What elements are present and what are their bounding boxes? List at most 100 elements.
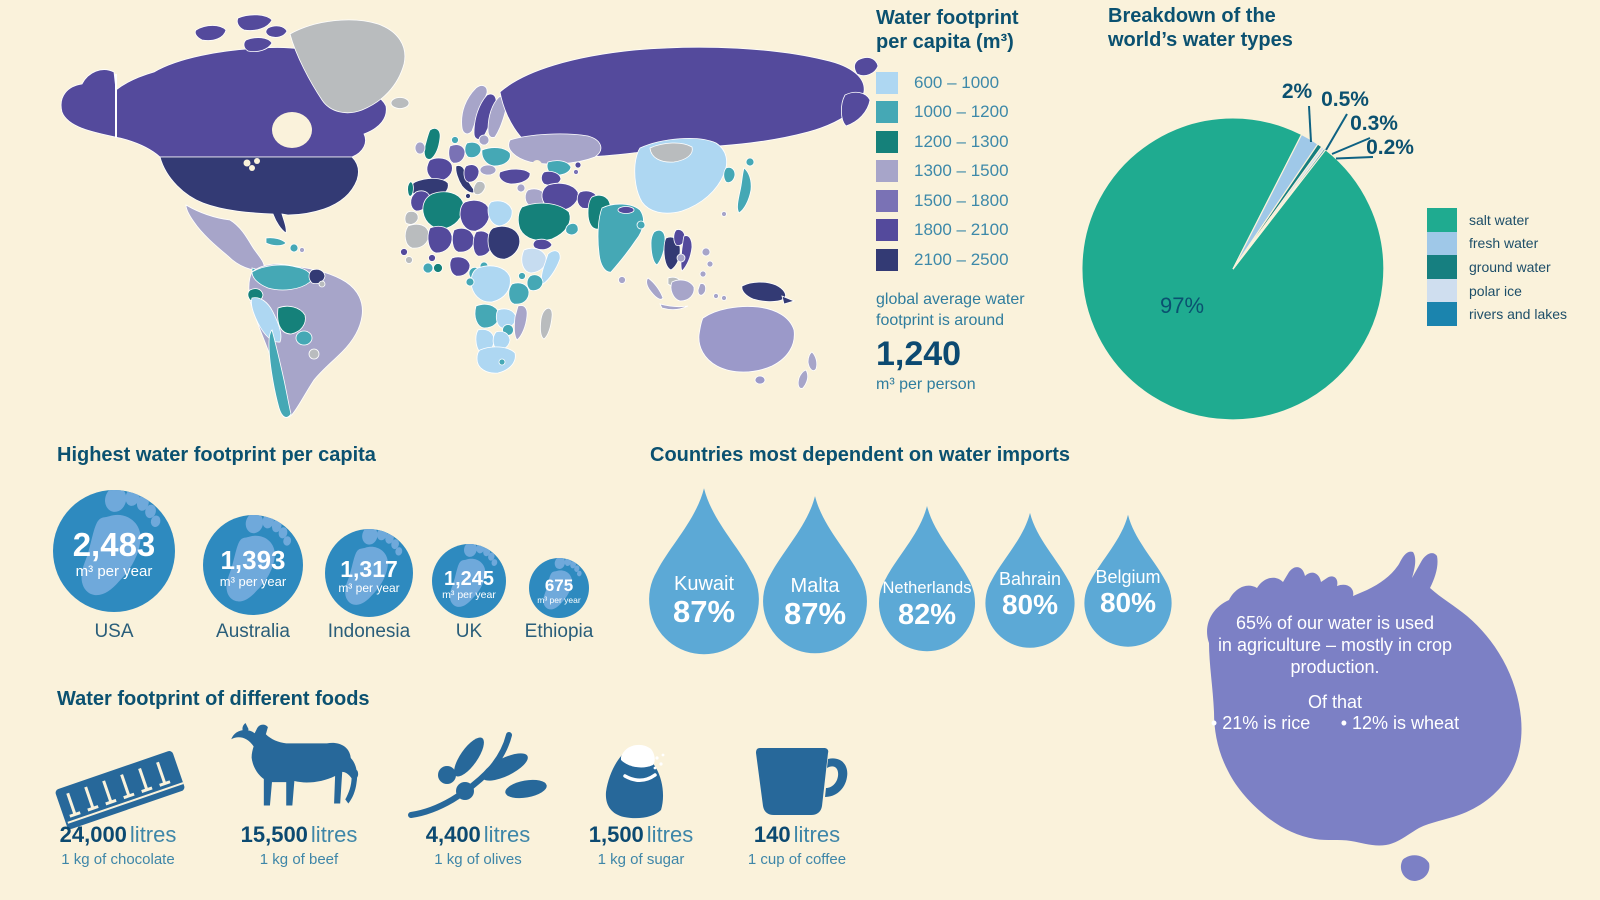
drop-country-label: Bahrain — [999, 569, 1061, 589]
food-value: 140 — [753, 822, 791, 847]
olive-branch-icon — [408, 732, 547, 818]
pie-callout-ground-water: 0.5% — [1321, 88, 1369, 111]
footprint-unit: m³ per year — [442, 589, 496, 601]
legend-item-label: 2100 – 2500 — [914, 249, 1009, 269]
footprint-unit: m³ per year — [76, 563, 153, 580]
pie-callout-rivers-and-lakes: 0.2% — [1366, 136, 1414, 159]
pie-legend-label: ground water — [1469, 258, 1551, 275]
australia-bullet-rice: • 21% is rice — [1210, 713, 1311, 733]
legend-swatch — [876, 71, 898, 94]
legend-item: 1800 – 2100 — [876, 216, 1116, 246]
australia-map — [1207, 551, 1522, 881]
coffee-mug-icon — [756, 748, 848, 815]
pie-legend-label: salt water — [1469, 211, 1529, 228]
footprint-circle-uk: 1,245 m³ per year — [432, 544, 506, 618]
pie-legend-item: ground water — [1427, 255, 1567, 279]
food-value-line: 1,500 litres — [551, 822, 731, 848]
legend-item-label: 1800 – 2100 — [914, 220, 1009, 240]
pie-callout-lines — [1308, 105, 1374, 160]
water-drop-kuwait — [649, 488, 759, 655]
global-average-note-line2: footprint is around — [876, 311, 1005, 329]
pie-legend-item: polar ice — [1427, 278, 1567, 303]
australia-note-line4: Of that — [1307, 692, 1363, 712]
footprints-section-title: Highest water footprint per capita — [57, 444, 376, 466]
food-value-line: 24,000 litres — [28, 822, 208, 848]
water-drops: Kuwait 87% Malta 87% Netherlands 82% Bah… — [649, 488, 1172, 655]
pie-legend-swatch — [1427, 255, 1457, 279]
drop-value: 80% — [1100, 587, 1156, 618]
legend-item: 1300 – 1500 — [876, 157, 1116, 187]
food-value-line: 140 litres — [707, 822, 887, 848]
legend-item: 2100 – 2500 — [876, 245, 1116, 275]
australia-note-line1: 65% of our water is used — [1235, 613, 1435, 633]
footprint-value: 1,393 — [220, 545, 285, 575]
drop-country-label: Kuwait — [674, 573, 734, 595]
pie-title-line2: world’s water types — [1108, 29, 1293, 51]
footprint-country-label: Indonesia — [328, 621, 411, 642]
global-average-unit: m³ per person — [876, 375, 976, 393]
food-caption-beef: 15,500 litres 1 kg of beef — [209, 822, 389, 868]
pie-callout-polar-ice: 0.3% — [1350, 112, 1398, 135]
drop-value: 87% — [784, 596, 846, 631]
drop-value: 82% — [898, 599, 956, 631]
legend-swatch — [876, 248, 898, 271]
footprint-circles: 2,483 m³ per year 1,393 m³ per year 1,31… — [53, 490, 594, 642]
imports-section-title: Countries most dependent on water import… — [650, 444, 1071, 466]
legend-item: 1000 – 1200 — [876, 98, 1116, 128]
pie-legend-swatch — [1427, 302, 1457, 326]
footprint-country-label: Australia — [216, 621, 290, 642]
food-unit: litres — [483, 822, 531, 847]
legend-item-label: 600 – 1000 — [914, 72, 1000, 92]
australia-note: 65% of our water is used in agriculture … — [1168, 612, 1502, 734]
water-footprint-legend: Water footprint per capita (m³) 600 – 10… — [876, 6, 1116, 394]
legend-item: 1200 – 1300 — [876, 127, 1116, 157]
pie-legend-item: salt water — [1427, 208, 1567, 232]
legend-item-label: 1500 – 1800 — [914, 190, 1009, 210]
legend-title-line1: Water footprint — [876, 7, 1019, 29]
food-value-line: 15,500 litres — [209, 822, 389, 848]
food-unit: litres — [793, 822, 841, 847]
legend-title: Water footprint per capita (m³) — [876, 6, 1116, 54]
australia-note-bullets: • 21% is rice • 12% is wheat — [1168, 713, 1502, 734]
food-caption-olives: 4,400 litres 1 kg of olives — [388, 822, 568, 868]
legend-swatch — [876, 219, 898, 242]
pie-title: Breakdown of the world’s water types — [1108, 4, 1293, 52]
legend-item-label: 1200 – 1300 — [914, 131, 1009, 151]
drop-value: 80% — [1002, 589, 1058, 620]
food-value-line: 4,400 litres — [388, 822, 568, 848]
pie-legend: salt water fresh water ground water pola… — [1427, 208, 1567, 326]
food-unit: litres — [129, 822, 177, 847]
footprint-circle-indonesia: 1,317 m³ per year — [325, 529, 413, 617]
australia-bullet-wheat: • 12% is wheat — [1340, 713, 1460, 733]
footprint-value: 675 — [545, 576, 573, 595]
food-label: 1 kg of chocolate — [61, 851, 175, 868]
footprint-country-label: Ethiopia — [525, 621, 594, 642]
water-types-pie: 2% 0.5% 0.3% 0.2% 97% — [1081, 80, 1414, 421]
world-map-countries — [60, 14, 879, 418]
australia-note-line2: in agriculture – mostly in crop — [1217, 635, 1453, 655]
pie-legend-swatch — [1427, 231, 1457, 256]
food-caption-coffee: 140 litres 1 cup of coffee — [707, 822, 887, 868]
world-map — [60, 14, 879, 418]
pie-legend-label: fresh water — [1469, 235, 1539, 252]
footprint-value: 1,245 — [444, 568, 494, 590]
footprint-unit: m³ per year — [537, 595, 581, 605]
footprint-value: 2,483 — [73, 526, 156, 563]
footprint-circle-australia: 1,393 m³ per year — [203, 515, 303, 615]
food-value: 4,400 — [425, 822, 481, 847]
legend-item: 600 – 1000 — [876, 68, 1116, 98]
legend-swatch — [876, 189, 898, 212]
footprint-value: 1,317 — [340, 556, 398, 582]
legend-swatch — [876, 130, 898, 153]
legend-item: 1500 – 1800 — [876, 186, 1116, 216]
drop-country-label: Malta — [791, 575, 841, 597]
food-label: 1 kg of beef — [259, 851, 339, 868]
food-unit: litres — [310, 822, 358, 847]
pie-legend-item: fresh water — [1427, 231, 1567, 256]
food-value: 15,500 — [240, 822, 308, 847]
food-label: 1 cup of coffee — [747, 851, 847, 868]
footprint-circle-ethiopia: 675 m³ per year — [529, 558, 589, 618]
legend-item-label: 1300 – 1500 — [914, 161, 1009, 181]
drop-country-label: Netherlands — [883, 579, 972, 597]
food-caption-sugar: 1,500 litres 1 kg of sugar — [551, 822, 731, 868]
